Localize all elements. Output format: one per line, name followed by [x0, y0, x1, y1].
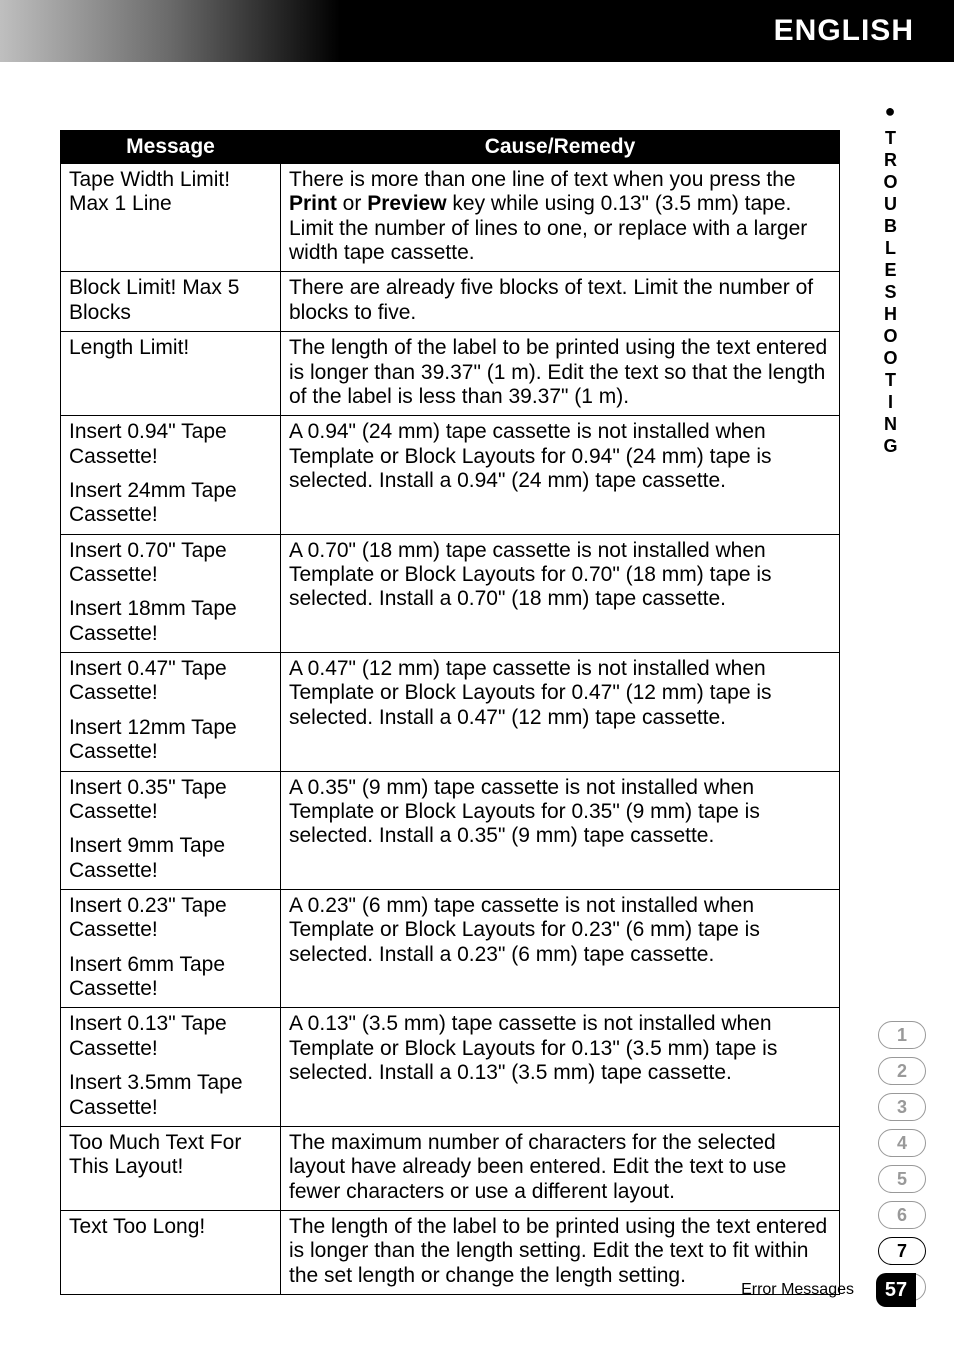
chapter-tab-6[interactable]: 6	[878, 1201, 926, 1229]
chapter-tab-1[interactable]: 1	[878, 1021, 926, 1049]
message-text-alt: Insert 24mm Tape Cassette!	[69, 479, 272, 528]
footer-label: Error Messages	[60, 1281, 854, 1299]
cell-message: Insert 0.35" Tape Cassette! Insert 9mm T…	[61, 771, 281, 889]
cell-remedy: A 0.94" (24 mm) tape cassette is not ins…	[281, 416, 840, 534]
chapter-tab-4[interactable]: 4	[878, 1129, 926, 1157]
message-text-alt: Insert 9mm Tape Cassette!	[69, 834, 272, 883]
table-row: Insert 0.94" Tape Cassette! Insert 24mm …	[61, 416, 840, 534]
cell-remedy: A 0.70" (18 mm) tape cassette is not ins…	[281, 534, 840, 652]
message-text: Text Too Long!	[69, 1215, 272, 1239]
cell-message: Block Limit! Max 5 Blocks	[61, 272, 281, 332]
cell-message: Length Limit!	[61, 332, 281, 416]
col-header-message: Message	[61, 131, 281, 164]
table-row: Insert 0.35" Tape Cassette! Insert 9mm T…	[61, 771, 840, 889]
remedy-text: or	[337, 192, 367, 215]
cell-message: Too Much Text For This Layout!	[61, 1126, 281, 1210]
cell-message: Insert 0.23" Tape Cassette! Insert 6mm T…	[61, 889, 281, 1007]
table-row: Block Limit! Max 5 Blocks There are alre…	[61, 272, 840, 332]
cell-remedy: The length of the label to be printed us…	[281, 332, 840, 416]
chapter-tab-7[interactable]: 7	[878, 1237, 926, 1265]
chapter-tabs: 1 2 3 4 5 6 7 8	[878, 1021, 926, 1301]
remedy-bold: Preview	[367, 192, 446, 215]
header-gradient	[0, 0, 340, 62]
cell-remedy: A 0.13" (3.5 mm) tape cassette is not in…	[281, 1008, 840, 1126]
header-bar: ENGLISH	[0, 0, 954, 62]
section-tab: ● TROUBLESHOOTING	[866, 95, 914, 395]
dotted-separator: • • • • • • • • • • • • • • • • • • • • …	[60, 93, 834, 99]
message-text-alt: Insert 12mm Tape Cassette!	[69, 716, 272, 765]
message-text: Length Limit!	[69, 336, 272, 360]
cell-message: Tape Width Limit! Max 1 Line	[61, 164, 281, 272]
cell-remedy: There is more than one line of text when…	[281, 164, 840, 272]
message-text: Too Much Text For This Layout!	[69, 1131, 272, 1180]
table-row: Tape Width Limit! Max 1 Line There is mo…	[61, 164, 840, 272]
chapter-tab-3[interactable]: 3	[878, 1093, 926, 1121]
message-text: Block Limit! Max 5 Blocks	[69, 276, 272, 325]
cell-remedy: There are already five blocks of text. L…	[281, 272, 840, 332]
message-text-alt: Insert 3.5mm Tape Cassette!	[69, 1071, 272, 1120]
chapter-tab-2[interactable]: 2	[878, 1057, 926, 1085]
message-text: Insert 0.35" Tape Cassette!	[69, 776, 272, 825]
message-text: Insert 0.23" Tape Cassette!	[69, 894, 272, 943]
remedy-text: There is more than one line of text when…	[289, 168, 796, 191]
remedy-bold: Print	[289, 192, 337, 215]
table-header-row: Message Cause/Remedy	[61, 131, 840, 164]
message-text: Insert 0.13" Tape Cassette!	[69, 1012, 272, 1061]
table-row: Too Much Text For This Layout! The maxim…	[61, 1126, 840, 1210]
cell-remedy: The maximum number of characters for the…	[281, 1126, 840, 1210]
table-row: Length Limit! The length of the label to…	[61, 332, 840, 416]
message-text: Tape Width Limit! Max 1 Line	[69, 168, 272, 217]
message-text: Insert 0.47" Tape Cassette!	[69, 657, 272, 706]
message-text: Insert 0.94" Tape Cassette!	[69, 420, 272, 469]
cell-message: Insert 0.47" Tape Cassette! Insert 12mm …	[61, 653, 281, 771]
cell-remedy: A 0.23" (6 mm) tape cassette is not inst…	[281, 889, 840, 1007]
error-messages-table: Message Cause/Remedy Tape Width Limit! M…	[60, 130, 840, 1295]
header-title: ENGLISH	[774, 14, 914, 48]
section-bullet-icon: ●	[885, 101, 896, 122]
section-tab-label: TROUBLESHOOTING	[880, 128, 901, 458]
cell-remedy: A 0.35" (9 mm) tape cassette is not inst…	[281, 771, 840, 889]
message-text: Insert 0.70" Tape Cassette!	[69, 539, 272, 588]
table-row: Insert 0.23" Tape Cassette! Insert 6mm T…	[61, 889, 840, 1007]
page-number-badge: 57	[876, 1273, 926, 1307]
chapter-tab-5[interactable]: 5	[878, 1165, 926, 1193]
col-header-remedy: Cause/Remedy	[281, 131, 840, 164]
message-text-alt: Insert 6mm Tape Cassette!	[69, 953, 272, 1002]
message-text-alt: Insert 18mm Tape Cassette!	[69, 597, 272, 646]
table-row: Insert 0.47" Tape Cassette! Insert 12mm …	[61, 653, 840, 771]
cell-message: Insert 0.13" Tape Cassette! Insert 3.5mm…	[61, 1008, 281, 1126]
cell-message: Insert 0.94" Tape Cassette! Insert 24mm …	[61, 416, 281, 534]
cell-message: Insert 0.70" Tape Cassette! Insert 18mm …	[61, 534, 281, 652]
table-row: Insert 0.13" Tape Cassette! Insert 3.5mm…	[61, 1008, 840, 1126]
page-number: 57	[876, 1273, 916, 1307]
cell-remedy: A 0.47" (12 mm) tape cassette is not ins…	[281, 653, 840, 771]
table-row: Insert 0.70" Tape Cassette! Insert 18mm …	[61, 534, 840, 652]
